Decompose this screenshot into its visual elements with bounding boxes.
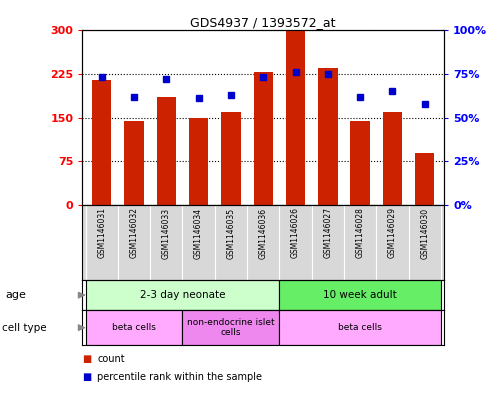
Bar (157, 97, 176, 205)
Text: GSM1146030: GSM1146030 (420, 208, 429, 259)
Text: GSM1146027: GSM1146027 (323, 208, 332, 258)
Text: GSM1146029: GSM1146029 (388, 208, 397, 258)
Text: GSM1146036: GSM1146036 (258, 208, 268, 259)
Bar (383, 112, 402, 205)
Text: percentile rank within the sample: percentile rank within the sample (97, 372, 262, 382)
Bar (92, 80, 111, 205)
Bar (124, 121, 144, 205)
Bar (279, 280, 441, 310)
Text: age: age (5, 290, 26, 300)
Text: GSM1146032: GSM1146032 (130, 208, 139, 258)
Text: count: count (97, 354, 125, 364)
Bar (183, 310, 279, 345)
Text: GSM1146034: GSM1146034 (194, 208, 203, 259)
Bar (350, 121, 370, 205)
Bar (279, 310, 441, 345)
Text: beta cells: beta cells (338, 323, 382, 332)
Text: 10 week adult: 10 week adult (323, 290, 397, 300)
Text: ■: ■ (82, 372, 92, 382)
Bar (286, 30, 305, 205)
Bar (85, 280, 279, 310)
Text: GSM1146033: GSM1146033 (162, 208, 171, 259)
Text: cell type: cell type (2, 323, 47, 332)
Bar (85, 310, 183, 345)
Text: ■: ■ (82, 354, 92, 364)
Bar (318, 68, 337, 205)
Title: GDS4937 / 1393572_at: GDS4937 / 1393572_at (191, 16, 336, 29)
Bar (221, 112, 241, 205)
Text: GSM1146026: GSM1146026 (291, 208, 300, 258)
Text: beta cells: beta cells (112, 323, 156, 332)
Text: non-endocrine islet
cells: non-endocrine islet cells (187, 318, 275, 337)
Text: 2-3 day neonate: 2-3 day neonate (140, 290, 225, 300)
Text: GSM1146028: GSM1146028 (356, 208, 365, 258)
Bar (415, 152, 435, 205)
Bar (253, 72, 273, 205)
Bar (189, 118, 208, 205)
Text: GSM1146035: GSM1146035 (227, 208, 236, 259)
Text: GSM1146031: GSM1146031 (97, 208, 106, 258)
